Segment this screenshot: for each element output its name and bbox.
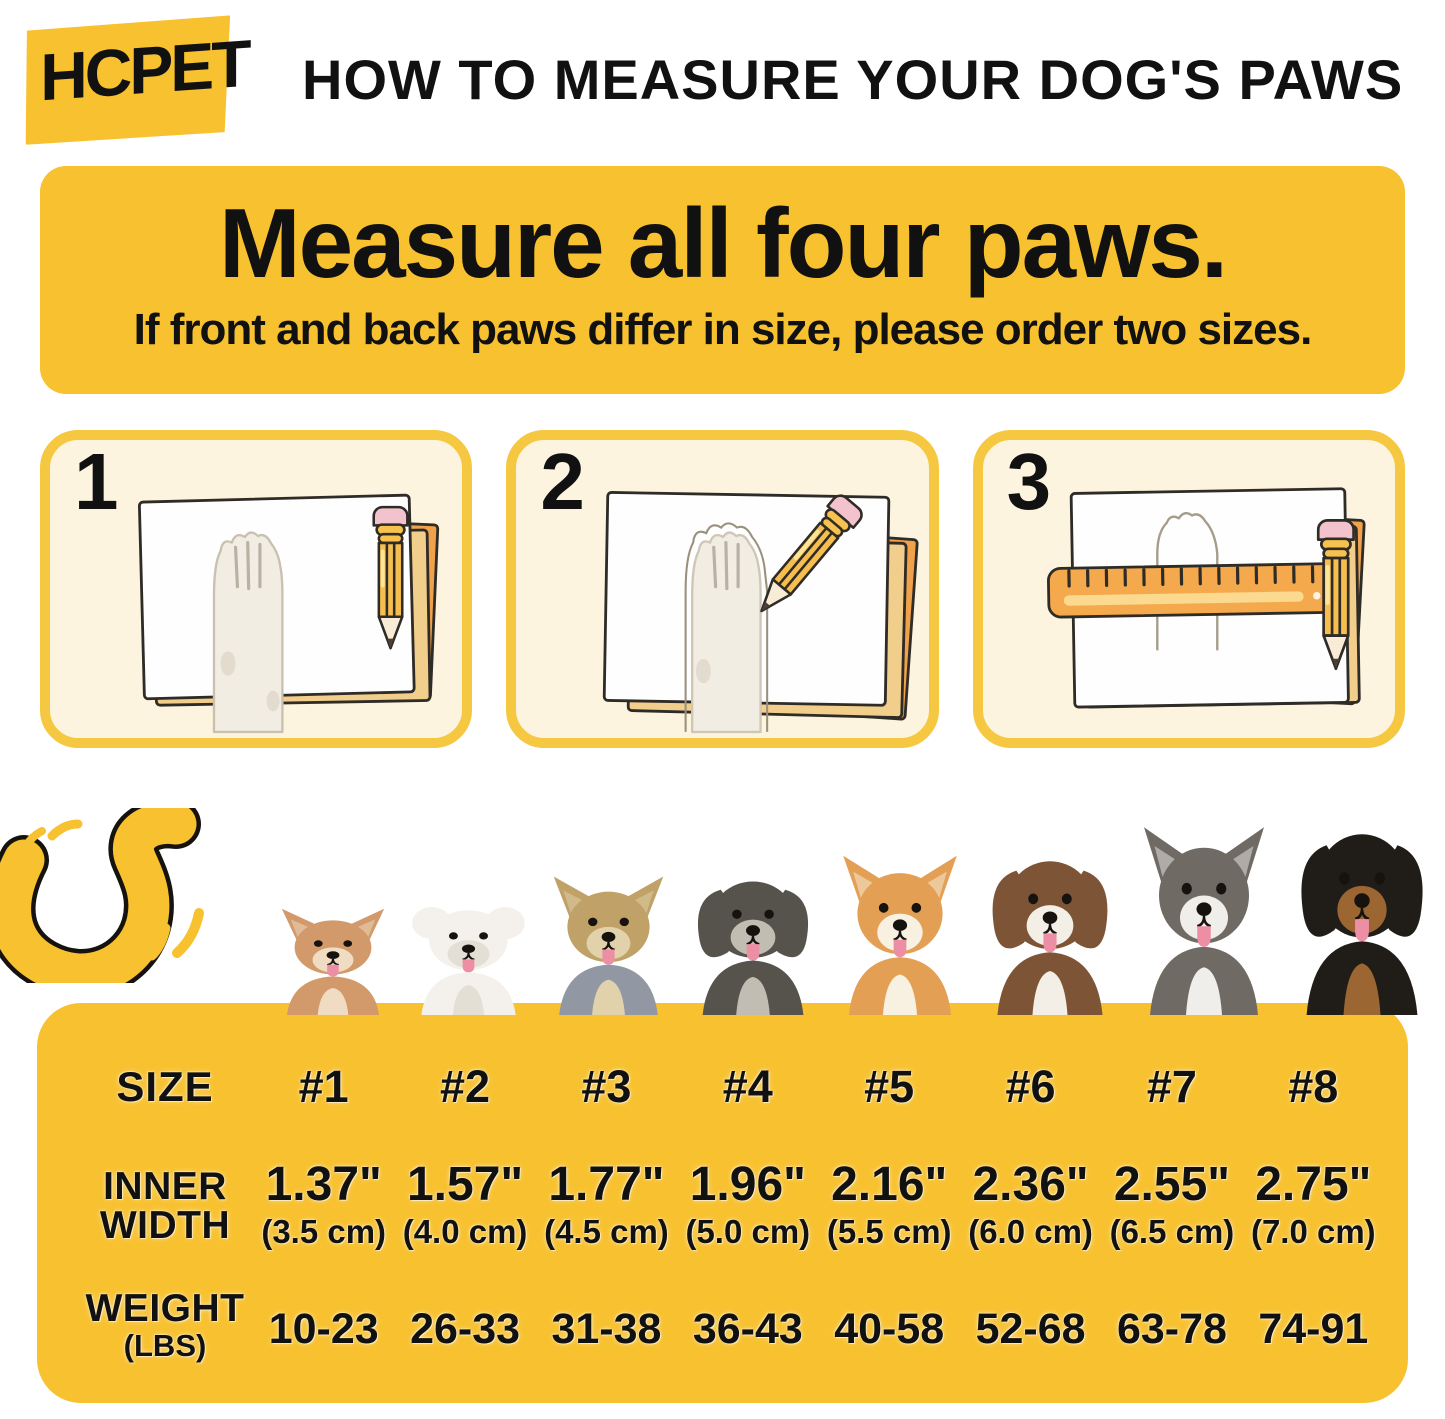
measuring-steps: 1 2 (40, 430, 1405, 748)
step-illustration-ruler-measuring (1046, 487, 1366, 709)
page-title: HOW TO MEASURE YOUR DOG'S PAWS (302, 47, 1404, 111)
weight-label-line2: (LBS) (123, 1328, 207, 1363)
inner-width-label-line2: WIDTH (99, 1204, 231, 1247)
step-card-3: 3 (972, 430, 1405, 748)
inner-width-value: 2.55" (6.5 cm) (1109, 1158, 1235, 1251)
size-value: #4 (722, 1061, 773, 1112)
inner-width-row-label: INNER WIDTH (77, 1167, 253, 1245)
weight-row-label: WEIGHT (LBS) (77, 1289, 253, 1364)
inner-width-label-line1: INNER (103, 1165, 227, 1208)
dog-lineup-section (0, 748, 1445, 1015)
weight-value: 52-68 (975, 1304, 1086, 1353)
dog-photo-rottweiler (1285, 801, 1439, 1015)
size-value: #3 (581, 1061, 632, 1112)
dog-photo-yorkshire-terrier (540, 869, 677, 1015)
step-card-2: 2 (506, 430, 939, 748)
dog-photo-chihuahua (269, 903, 397, 1015)
weight-value: 63-78 (1116, 1304, 1227, 1353)
banner-subheading: If front and back paws differ in size, p… (133, 304, 1313, 354)
size-chart-panel: SIZE #1 #2 #3 #4 #5 #6 #7 #8 INNER WIDTH 1.37"(… (37, 1003, 1408, 1403)
step-number-1: 1 (74, 437, 119, 526)
size-value: #7 (1146, 1061, 1197, 1112)
size-value: #2 (440, 1061, 491, 1112)
brand-logo: HCPET (24, 14, 292, 144)
inner-width-value: 2.36" (6.0 cm) (968, 1158, 1093, 1251)
size-value: #8 (1288, 1061, 1339, 1112)
size-row-values: #1 #2 #3 #4 #5 #6 #7 #8 (253, 1061, 1384, 1113)
dog-photo-bichon-frise (403, 891, 534, 1015)
dog-photo-miniature-schnauzer (683, 857, 823, 1015)
weight-value: 36-43 (692, 1304, 803, 1353)
size-value: #1 (298, 1061, 349, 1112)
inner-width-value: 2.16" (5.5 cm) (826, 1158, 952, 1251)
inner-width-value: 1.77" (4.5 cm) (544, 1158, 669, 1251)
step-illustration-tracing-paw (603, 490, 919, 734)
inner-width-row: INNER WIDTH 1.37" (3.5 cm) 1.57" (4.0 cm) 1.… (77, 1161, 1384, 1251)
inner-width-value: 1.37" (3.5 cm) (261, 1158, 387, 1251)
weight-value: 74-91 (1258, 1304, 1369, 1353)
size-row: SIZE #1 #2 #3 #4 #5 #6 #7 #8 (77, 1061, 1384, 1113)
step-number-3: 3 (1006, 437, 1052, 526)
weight-row: WEIGHT (LBS) 10-23 26-33 31-38 36-43 40-58 52… (77, 1289, 1384, 1364)
measure-banner: Measure all four paws. If front and back… (40, 166, 1405, 394)
weight-value: 40-58 (834, 1304, 945, 1353)
weight-row-values: 10-23 26-33 31-38 36-43 40-58 52-68 63-78 74-91 (253, 1299, 1384, 1354)
banner-heading: Measure all four paws. (218, 188, 1228, 298)
dog-photo-australian-shepherd (977, 833, 1123, 1015)
dog-photos-row (269, 801, 1439, 1015)
header: HCPET HOW TO MEASURE YOUR DOG'S PAWS (0, 0, 1445, 148)
logo-text: HCPET (40, 25, 249, 115)
size-value: #5 (864, 1061, 915, 1112)
weight-value: 31-38 (551, 1304, 662, 1353)
dog-photo-shiba-inu (829, 847, 971, 1015)
inner-width-value: 1.57" (4.0 cm) (402, 1158, 528, 1251)
step-card-1: 1 (40, 430, 473, 748)
weight-value: 26-33 (410, 1304, 521, 1353)
size-value: #6 (1005, 1061, 1056, 1112)
inner-width-row-values: 1.37" (3.5 cm) 1.57" (4.0 cm) 1.77" (4.5 cm) 1… (253, 1161, 1384, 1251)
size-row-label: SIZE (116, 1063, 214, 1110)
inner-width-value: 1.96" (5.0 cm) (685, 1158, 811, 1251)
weight-value: 10-23 (268, 1304, 379, 1353)
inner-width-value: 2.75" (7.0 cm) (1250, 1158, 1376, 1251)
weight-label-line1: WEIGHT (85, 1287, 245, 1330)
step-illustration-paw-on-paper (137, 493, 440, 734)
dog-photo-alaskan-malamute (1129, 817, 1279, 1015)
step-number-2: 2 (540, 437, 585, 526)
swoosh-decoration-icon (0, 808, 204, 983)
